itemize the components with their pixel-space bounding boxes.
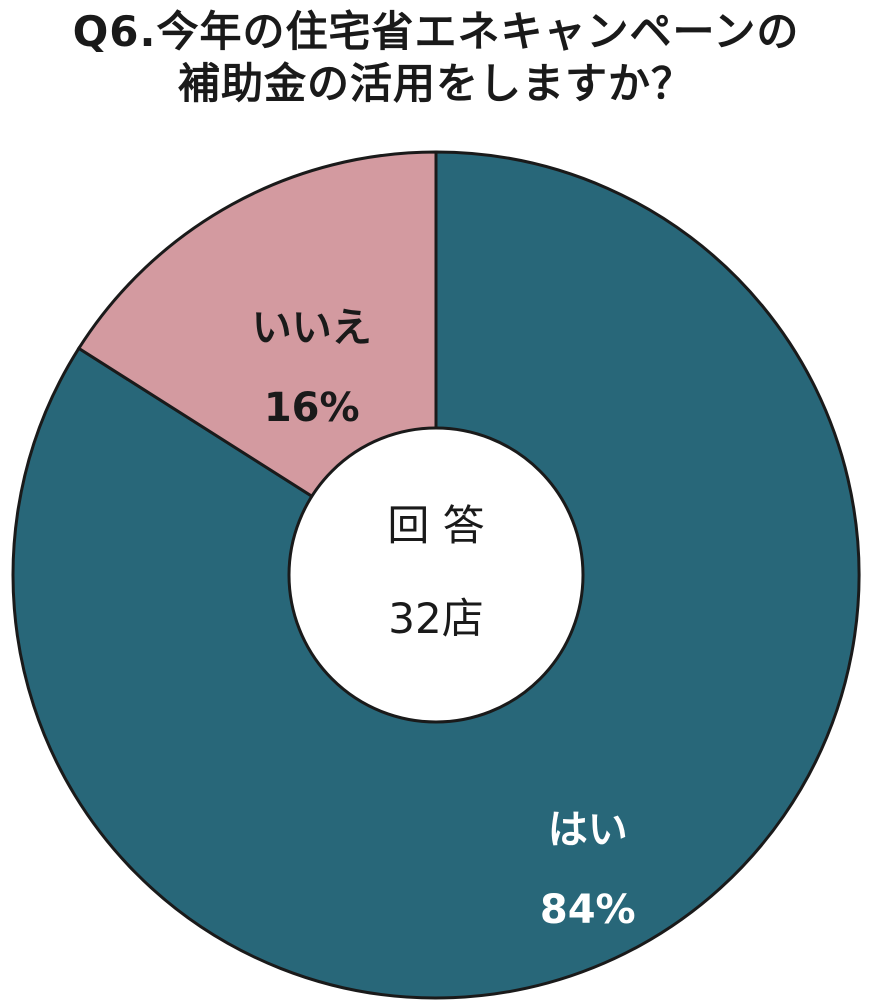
slice-labels-group: はい 84% いいえ 16% xyxy=(252,305,636,933)
slice-label-yes: はい xyxy=(548,807,628,853)
slice-label-no: いいえ xyxy=(252,305,372,351)
chart-title-line-1: Q6.今年の住宅省エネキャンペーンの xyxy=(72,7,800,56)
center-label-count: 32店 xyxy=(388,594,483,643)
center-label-title: 回 答 xyxy=(387,501,484,550)
slice-value-no: 16% xyxy=(264,385,360,431)
center-hole xyxy=(287,426,585,724)
chart-title: Q6.今年の住宅省エネキャンペーンの 補助金の活用をしますか？ xyxy=(0,6,872,110)
slice-value-yes: 84% xyxy=(540,887,636,933)
chart-title-line-2: 補助金の活用をしますか？ xyxy=(177,59,694,108)
